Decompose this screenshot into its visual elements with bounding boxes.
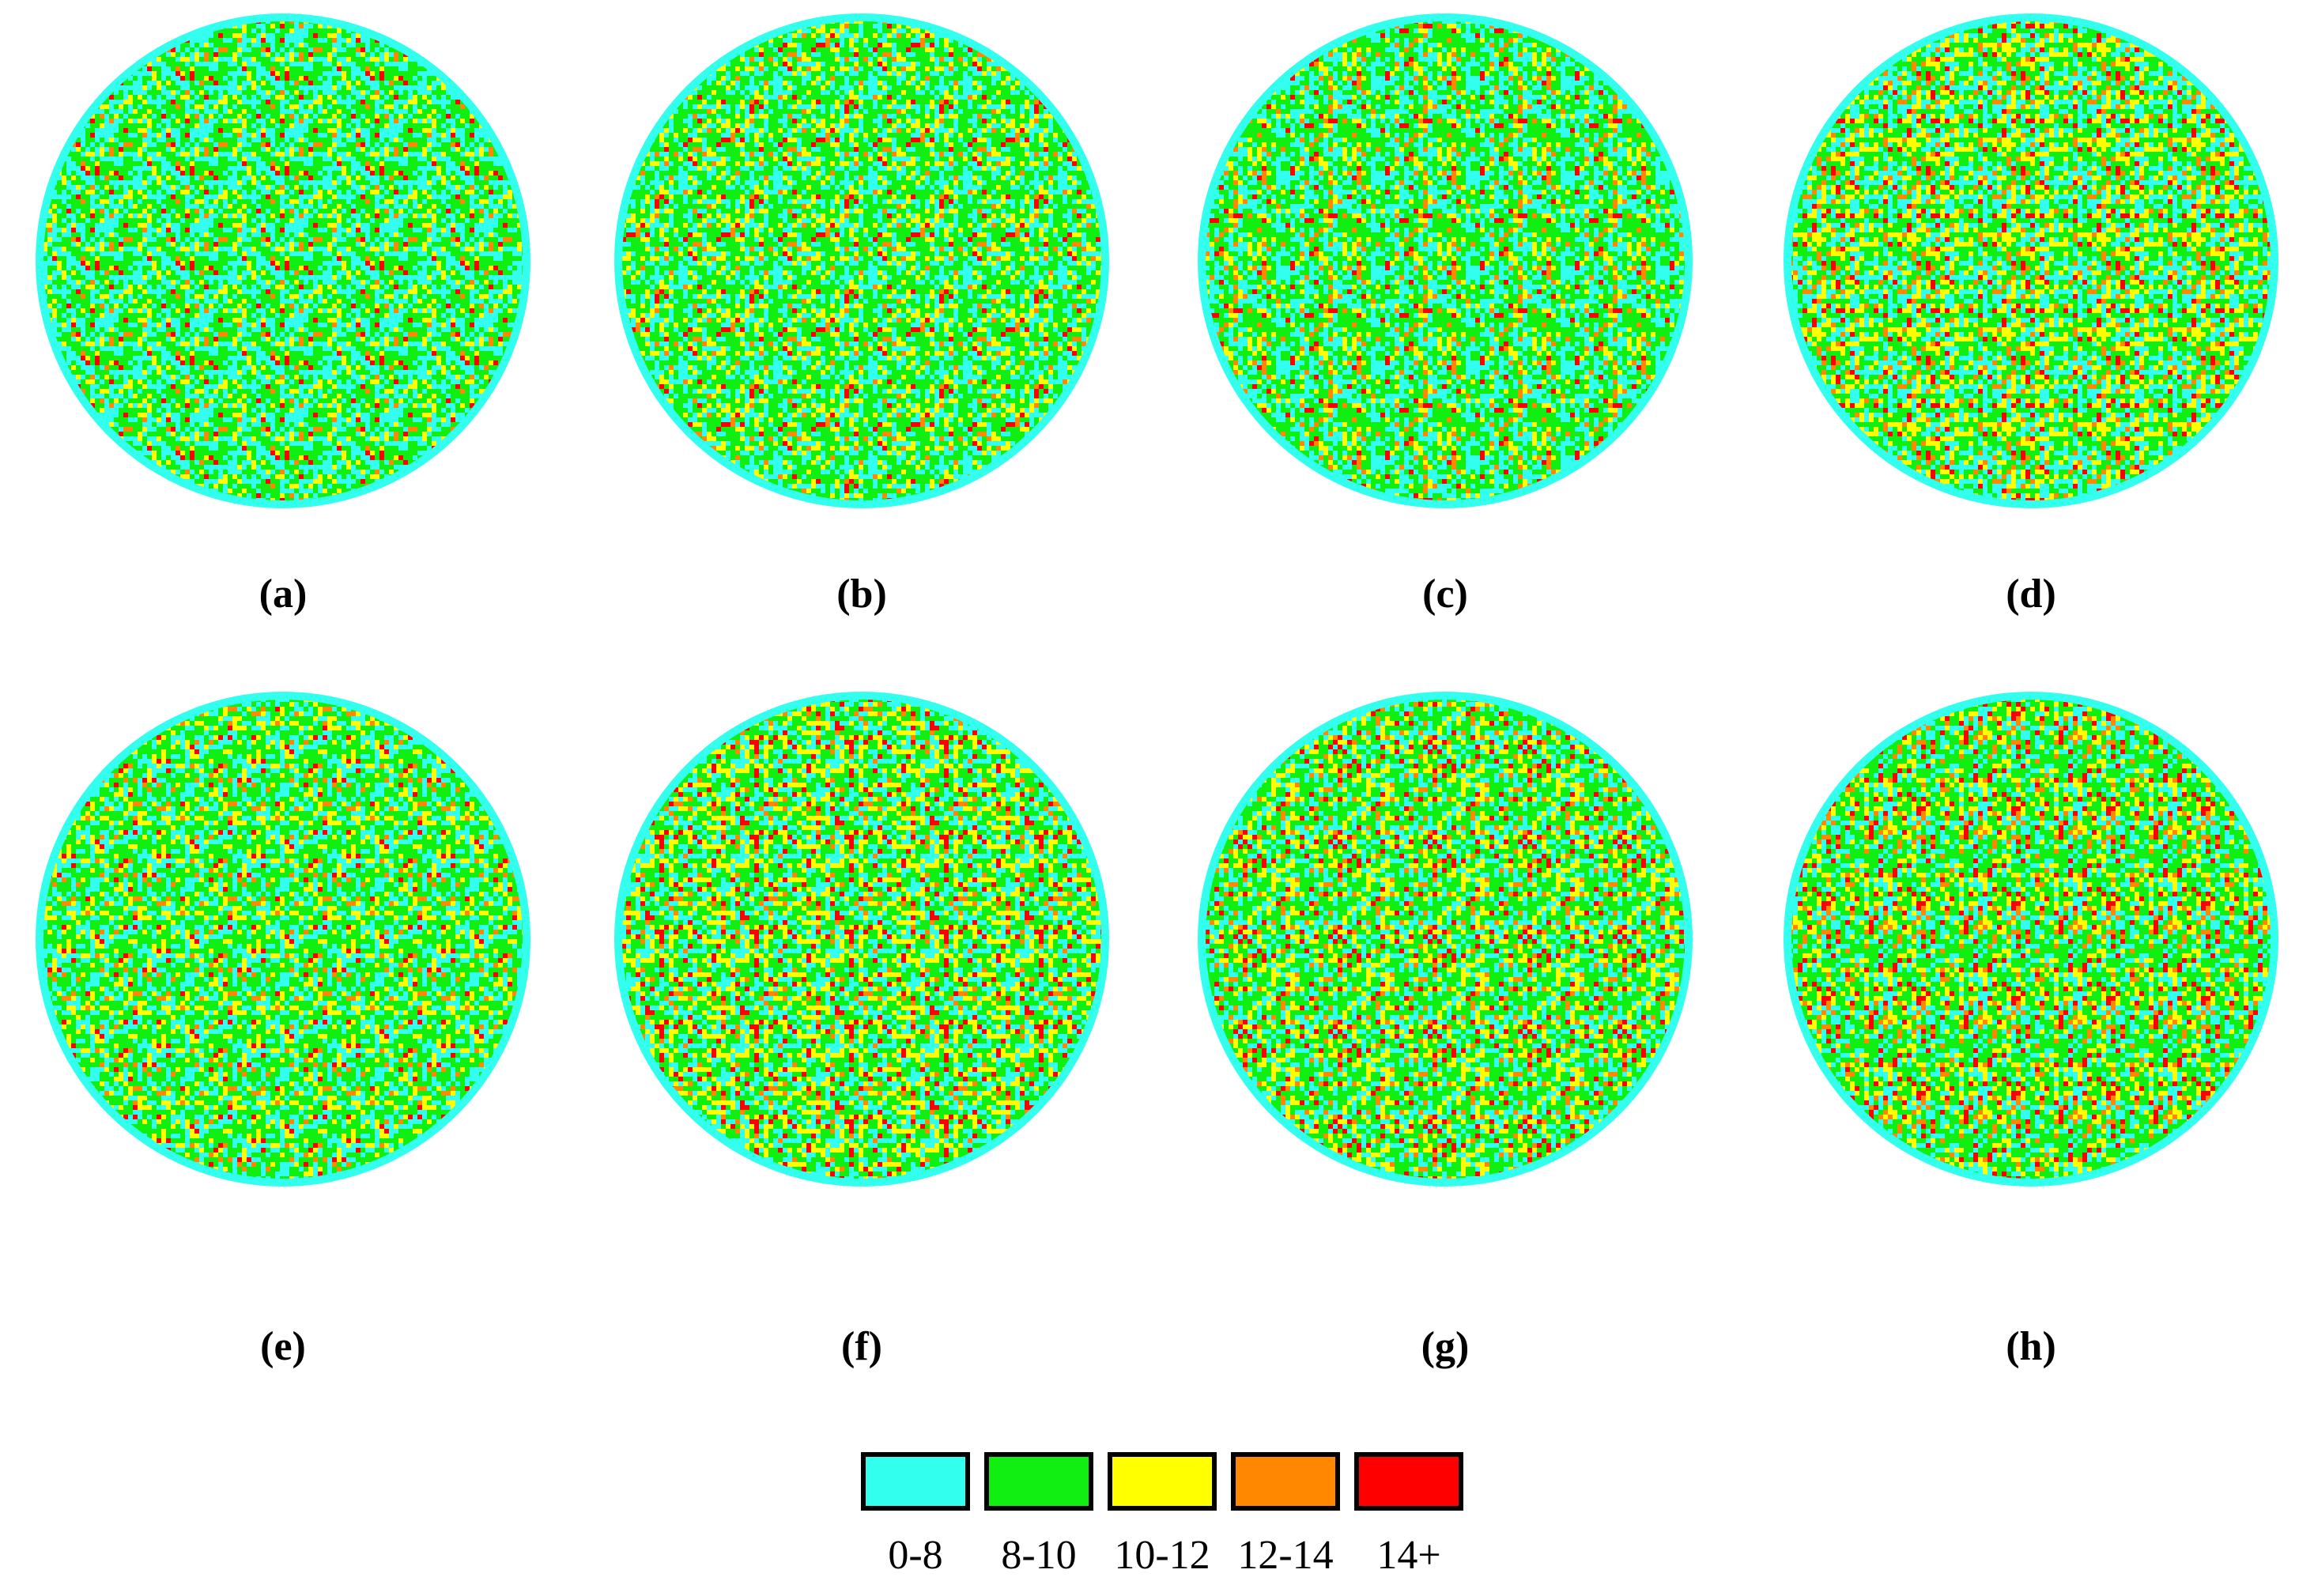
panel-label: (c) <box>1422 572 1468 617</box>
panel-disc <box>614 13 1109 508</box>
panel-disc <box>1784 13 2278 508</box>
panel-label: (b) <box>836 572 887 617</box>
legend-label: 14+ <box>1376 1533 1440 1578</box>
panel-label: (e) <box>260 1324 306 1369</box>
legend-swatch <box>984 1452 1093 1511</box>
legend-label: 12-14 <box>1237 1533 1333 1578</box>
panel-label: (a) <box>259 572 308 617</box>
legend-label: 10-12 <box>1114 1533 1210 1578</box>
panel-disc <box>614 692 1109 1187</box>
panel-label: (g) <box>1421 1324 1470 1369</box>
legend-label: 0-8 <box>888 1533 942 1578</box>
panel-label: (f) <box>841 1324 882 1369</box>
panel-disc <box>1198 13 1693 508</box>
panel-disc <box>36 13 530 508</box>
legend-label: 8-10 <box>1001 1533 1076 1578</box>
panel-disc <box>1784 692 2278 1187</box>
legend-swatch <box>861 1452 970 1511</box>
panel-label: (h) <box>2006 1324 2056 1369</box>
panel-disc <box>1198 692 1693 1187</box>
legend-swatch <box>1108 1452 1217 1511</box>
panel-disc <box>36 692 530 1187</box>
panel-label: (d) <box>2006 572 2056 617</box>
legend-swatch <box>1354 1452 1463 1511</box>
legend-swatch <box>1231 1452 1340 1511</box>
